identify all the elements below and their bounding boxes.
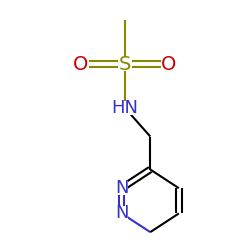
Text: HN: HN [112,99,138,117]
Text: S: S [119,54,131,74]
FancyBboxPatch shape [73,56,89,72]
FancyBboxPatch shape [113,101,137,115]
Text: O: O [161,54,177,74]
FancyBboxPatch shape [118,57,132,71]
FancyBboxPatch shape [115,206,128,220]
Text: O: O [73,54,89,74]
FancyBboxPatch shape [161,56,177,72]
Text: N: N [115,204,128,222]
FancyBboxPatch shape [115,181,128,195]
Text: N: N [115,179,128,197]
